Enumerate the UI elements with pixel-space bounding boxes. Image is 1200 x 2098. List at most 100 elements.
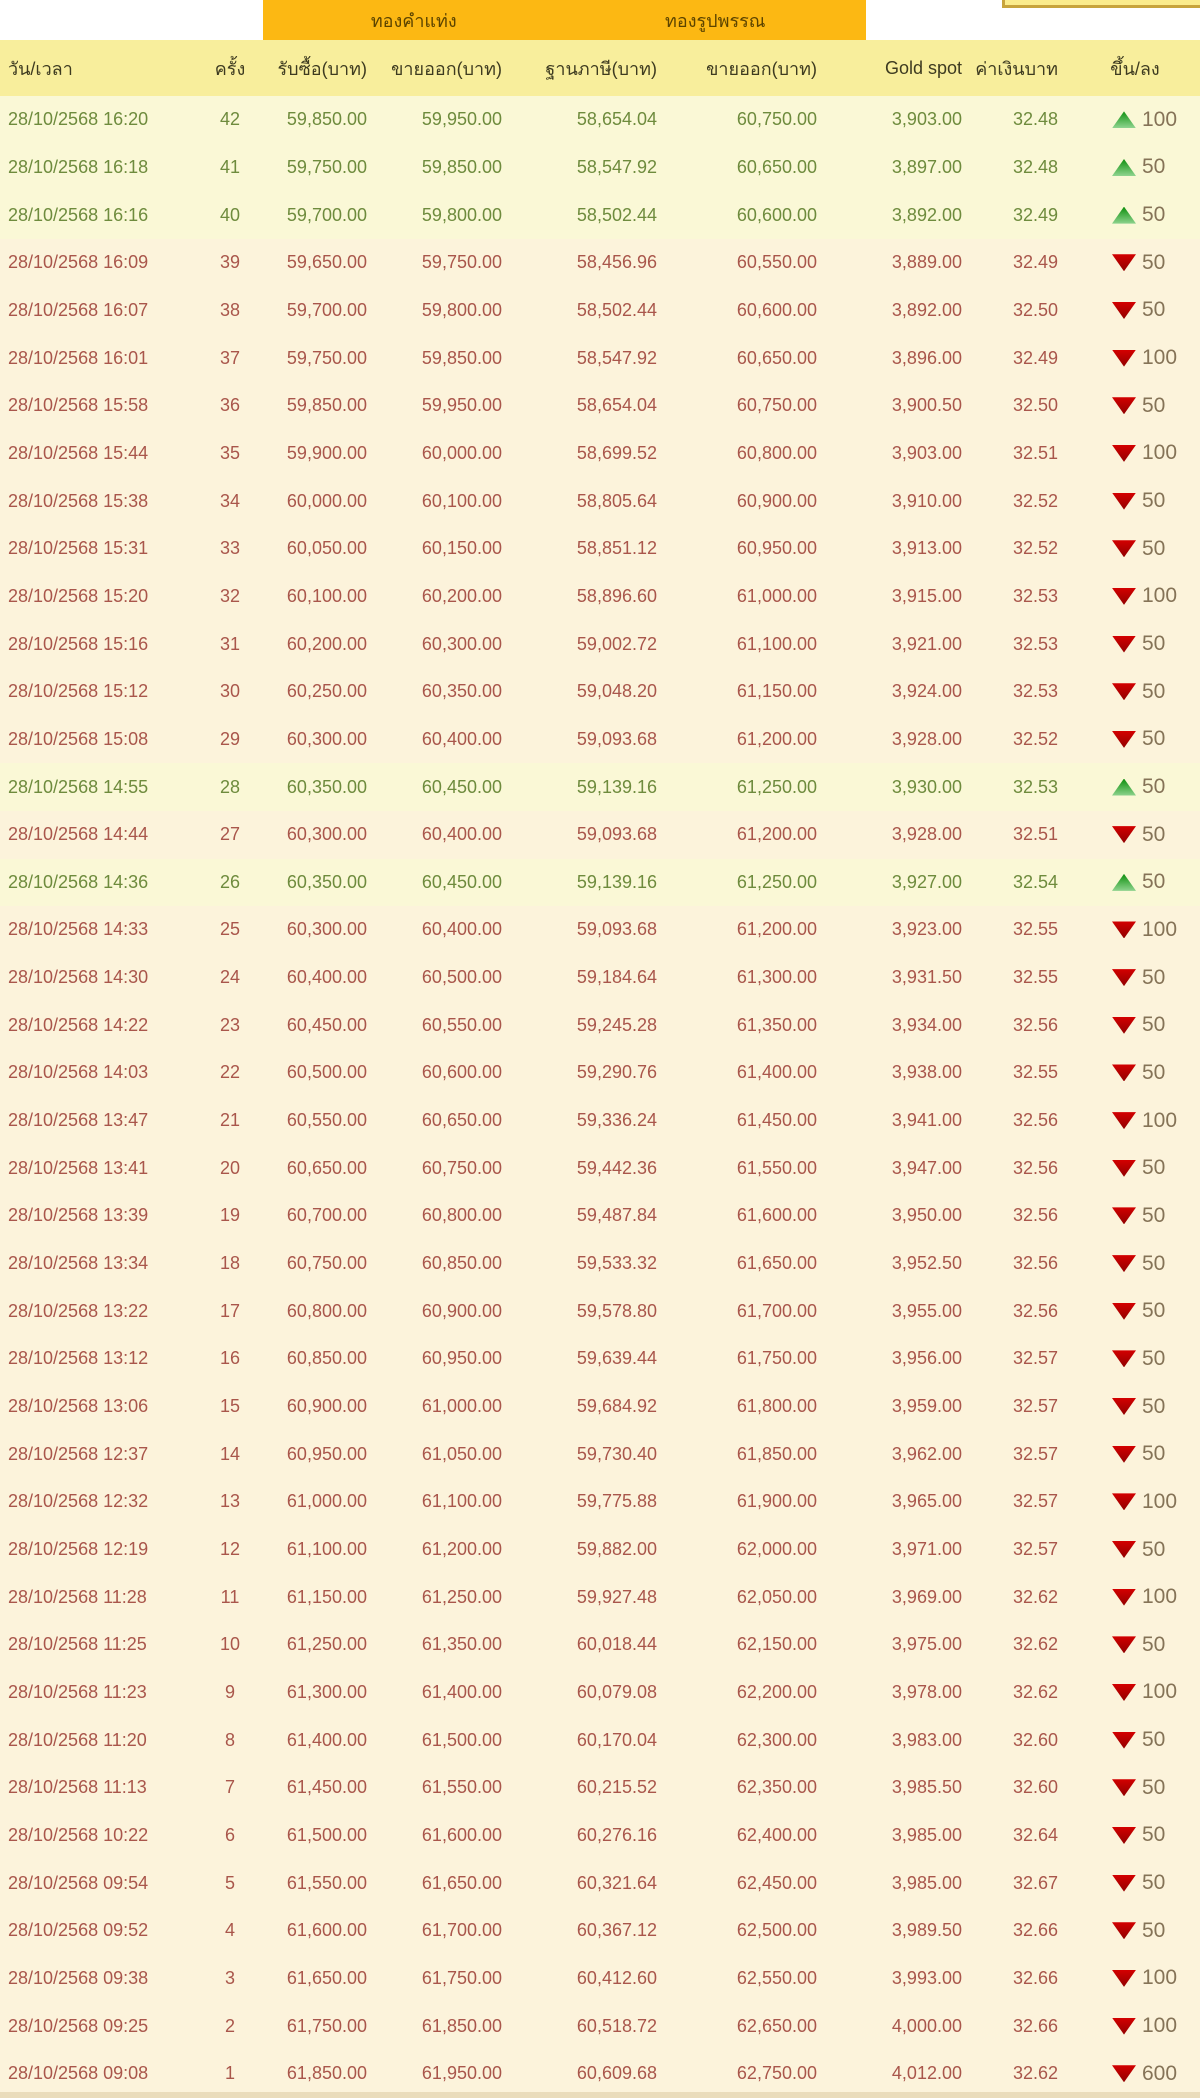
datetime-cell: 28/10/2568 11:23 xyxy=(8,1681,147,1702)
count-cell: 17 xyxy=(219,1300,241,1321)
count-cell: 29 xyxy=(219,728,241,749)
table-row: 28/10/2568 14:36 26 60,350.00 60,450.00 59,1… xyxy=(0,858,1200,907)
gold-spot-cell: 3,928.00 xyxy=(891,824,962,845)
top-right-partial-button[interactable] xyxy=(1002,0,1200,8)
tax-base-cell: 58,654.04 xyxy=(576,395,657,416)
baht-rate-cell: 32.62 xyxy=(1012,1681,1058,1702)
change-cell: 50 xyxy=(1070,1013,1200,1037)
buy-price-cell: 61,500.00 xyxy=(286,1824,367,1845)
baht-rate-cell: 32.56 xyxy=(1012,1205,1058,1226)
down-arrow-icon xyxy=(1112,1779,1136,1797)
down-arrow-icon xyxy=(1112,635,1136,653)
table-row: 28/10/2568 15:31 33 60,050.00 60,150.00 58,8… xyxy=(0,524,1200,573)
sell-price-cell: 59,850.00 xyxy=(421,156,502,177)
count-cell: 40 xyxy=(219,204,241,225)
table-row: 28/10/2568 13:41 20 60,650.00 60,750.00 59,4… xyxy=(0,1144,1200,1193)
datetime-cell: 28/10/2568 15:38 xyxy=(8,490,149,511)
sell-price-cell: 60,800.00 xyxy=(421,1205,502,1226)
gold-spot-cell: 3,969.00 xyxy=(891,1586,962,1607)
change-value: 50 xyxy=(1142,393,1166,417)
tax-base-cell: 60,367.12 xyxy=(576,1920,657,1941)
change-cell: 100 xyxy=(1070,584,1200,608)
sell-price-cell: 59,950.00 xyxy=(421,395,502,416)
down-arrow-icon xyxy=(1112,1302,1136,1320)
gold-spot-cell: 3,978.00 xyxy=(891,1681,962,1702)
gold-spot-cell: 3,985.00 xyxy=(891,1824,962,1845)
ornament-sell-cell: 61,200.00 xyxy=(736,919,817,940)
ornament-sell-cell: 62,650.00 xyxy=(736,2015,817,2036)
datetime-cell: 28/10/2568 15:58 xyxy=(8,395,149,416)
ornament-sell-cell: 62,350.00 xyxy=(736,1777,817,1798)
sell-price-cell: 60,900.00 xyxy=(421,1300,502,1321)
baht-rate-cell: 32.53 xyxy=(1012,585,1058,606)
ornament-sell-cell: 61,700.00 xyxy=(736,1300,817,1321)
ornament-sell-cell: 61,900.00 xyxy=(736,1491,817,1512)
ornament-sell-cell: 61,550.00 xyxy=(736,1157,817,1178)
table-row: 28/10/2568 16:20 42 59,850.00 59,950.00 58,6… xyxy=(0,96,1200,144)
baht-rate-cell: 32.62 xyxy=(1012,1586,1058,1607)
ornament-sell-cell: 62,050.00 xyxy=(736,1586,817,1607)
gold-spot-cell: 3,927.00 xyxy=(891,871,962,892)
down-arrow-icon xyxy=(1112,444,1136,462)
buy-price-cell: 60,000.00 xyxy=(286,490,367,511)
change-value: 100 xyxy=(1142,1680,1178,1704)
count-cell: 14 xyxy=(219,1443,241,1464)
baht-rate-cell: 32.57 xyxy=(1012,1443,1058,1464)
buy-price-cell: 59,750.00 xyxy=(286,156,367,177)
change-value: 50 xyxy=(1142,1442,1166,1466)
gold-spot-cell: 3,913.00 xyxy=(891,538,962,559)
datetime-cell: 28/10/2568 15:44 xyxy=(8,442,149,463)
change-value: 50 xyxy=(1142,1346,1166,1370)
ornament-sell-cell: 61,850.00 xyxy=(736,1443,817,1464)
change-cell: 50 xyxy=(1070,1299,1200,1323)
col-header-baht-rate: ค่าเงินบาท xyxy=(975,58,1058,79)
col-header-buy: รับซื้อ(บาท) xyxy=(277,58,367,79)
buy-price-cell: 60,550.00 xyxy=(286,1110,367,1131)
sell-price-cell: 60,350.00 xyxy=(421,681,502,702)
count-cell: 6 xyxy=(224,1824,235,1845)
table-row: 28/10/2568 09:54 5 61,550.00 61,650.00 60,32… xyxy=(0,1859,1200,1907)
baht-rate-cell: 32.52 xyxy=(1012,728,1058,749)
count-cell: 19 xyxy=(219,1205,241,1226)
tax-base-cell: 59,487.84 xyxy=(576,1205,657,1226)
change-cell: 50 xyxy=(1070,537,1200,561)
change-value: 50 xyxy=(1142,965,1166,989)
table-row: 28/10/2568 13:06 15 60,900.00 61,000.00 59,6… xyxy=(0,1382,1200,1431)
count-cell: 10 xyxy=(219,1634,241,1655)
buy-price-cell: 60,300.00 xyxy=(286,919,367,940)
table-row: 28/10/2568 11:25 10 61,250.00 61,350.00 60,0… xyxy=(0,1621,1200,1669)
sell-price-cell: 61,650.00 xyxy=(421,1872,502,1893)
gold-spot-cell: 3,923.00 xyxy=(891,919,962,940)
baht-rate-cell: 32.56 xyxy=(1012,1014,1058,1035)
change-value: 50 xyxy=(1142,203,1166,227)
table-header-row: วัน/เวลา ครั้ง รับซื้อ(บาท) ขายออก(บาท) … xyxy=(0,40,1200,96)
down-arrow-icon xyxy=(1112,1922,1136,1940)
sell-price-cell: 60,400.00 xyxy=(421,919,502,940)
change-cell: 50 xyxy=(1070,1061,1200,1085)
count-cell: 33 xyxy=(219,538,241,559)
baht-rate-cell: 32.53 xyxy=(1012,776,1058,797)
baht-rate-cell: 32.51 xyxy=(1012,442,1058,463)
change-value: 50 xyxy=(1142,1632,1166,1656)
count-cell: 35 xyxy=(219,442,241,463)
baht-rate-cell: 32.55 xyxy=(1012,919,1058,940)
count-cell: 1 xyxy=(224,2063,235,2084)
ornament-sell-cell: 61,750.00 xyxy=(736,1348,817,1369)
datetime-cell: 28/10/2568 09:08 xyxy=(8,2063,149,2084)
gold-spot-cell: 3,931.50 xyxy=(891,967,962,988)
gold-spot-cell: 3,955.00 xyxy=(891,1300,962,1321)
sell-price-cell: 61,400.00 xyxy=(421,1681,502,1702)
ornament-sell-cell: 62,500.00 xyxy=(736,1920,817,1941)
tax-base-cell: 59,882.00 xyxy=(576,1539,657,1560)
ornament-sell-cell: 60,650.00 xyxy=(736,156,817,177)
buy-price-cell: 61,750.00 xyxy=(286,2015,367,2036)
baht-rate-cell: 32.55 xyxy=(1012,967,1058,988)
change-cell: 100 xyxy=(1070,1585,1200,1609)
tax-base-cell: 59,927.48 xyxy=(576,1586,657,1607)
down-arrow-icon xyxy=(1112,397,1136,415)
datetime-cell: 28/10/2568 12:37 xyxy=(8,1443,149,1464)
table-row: 28/10/2568 16:18 41 59,750.00 59,850.00 58,5… xyxy=(0,143,1200,192)
down-arrow-icon xyxy=(1112,1350,1136,1368)
table-row: 28/10/2568 15:12 30 60,250.00 60,350.00 59,0… xyxy=(0,667,1200,716)
table-row: 28/10/2568 15:38 34 60,000.00 60,100.00 58,8… xyxy=(0,477,1200,525)
